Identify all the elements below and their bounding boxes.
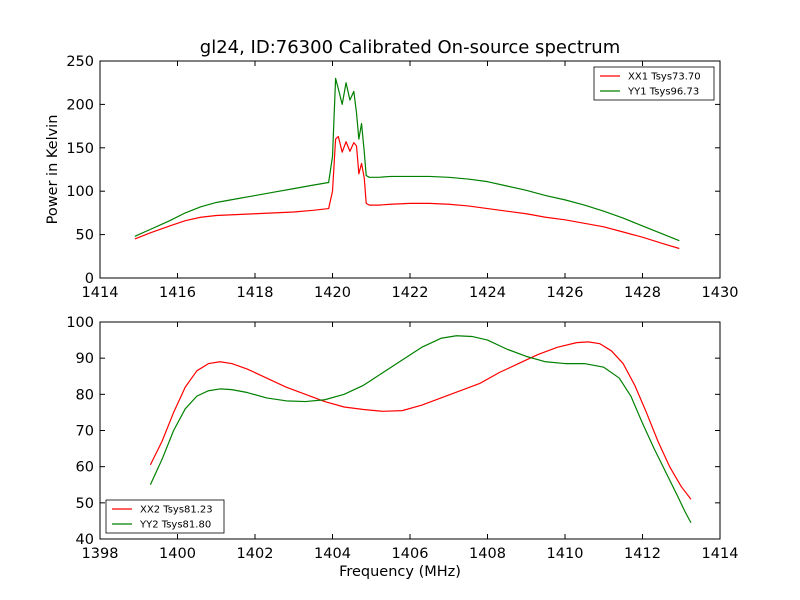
bottom-series-line-1 [149,341,692,500]
top-spectrum-chart: 1414 1416 1418 1420 1422 1424 1426 1428 1430 0 50 1… [45,54,738,301]
bottom-legend-label-1: XX2 Tsys81.23 [140,505,213,516]
bottom-y-tick-label: 50 [76,496,94,512]
bottom-legend-box [105,499,225,534]
top-y-tick-label: 100 [66,184,94,200]
top-y-tick-label: 200 [66,97,94,113]
top-legend-label-2: YY1 Tsys96.73 [627,87,699,98]
bottom-y-tick-label: 60 [76,460,94,476]
bottom-x-tick-label: 1412 [624,546,661,562]
bottom-x-axis-label: Frequency (MHz) [339,564,461,580]
top-y-tick-label: 50 [76,228,94,244]
bottom-x-tick-label: 1402 [237,546,274,562]
top-series-line-1 [134,135,680,250]
top-legend-box [593,66,715,101]
bottom-y-tick-label: 80 [76,387,94,403]
top-series-line-2 [134,77,680,242]
bottom-y-tick-label: 40 [76,532,94,548]
bottom-x-tick-label: 1398 [82,546,119,562]
bottom-x-tick-label: 1406 [392,546,429,562]
top-y-axis-label: Power in Kelvin [45,115,61,225]
top-x-tick-label: 1426 [547,285,584,301]
top-y-tick-label: 150 [66,141,94,157]
top-x-tick-label: 1416 [159,285,196,301]
bottom-series-line-2 [149,335,692,524]
top-x-tick-label: 1424 [469,285,506,301]
bottom-legend-label-2: YY2 Tsys81.80 [139,520,211,531]
top-y-tick-label: 250 [66,54,94,70]
bottom-y-tick-label: 70 [76,424,94,440]
top-x-tick-label: 1422 [392,285,429,301]
top-x-tick-label: 1420 [314,285,351,301]
bottom-x-tick-label: 1404 [314,546,351,562]
bottom-spectrum-chart: 1398 1400 1402 1404 1406 1408 1410 1412 1414 40 50… [66,315,738,580]
figure-title: gl24, ID:76300 Calibrated On-source spec… [200,37,620,58]
top-legend-label-1: XX1 Tsys73.70 [628,72,701,83]
top-x-tick-label: 1418 [237,285,274,301]
top-x-tick-label: 1430 [702,285,739,301]
bottom-x-tick-label: 1414 [702,546,739,562]
bottom-x-tick-label: 1410 [547,546,584,562]
bottom-y-tick-label: 90 [76,351,94,367]
bottom-x-tick-label: 1408 [469,546,506,562]
bottom-y-tick-label: 100 [66,315,94,331]
bottom-x-tick-label: 1400 [159,546,196,562]
top-x-tick-label: 1414 [82,285,119,301]
top-y-tick-label: 0 [85,271,94,287]
top-x-tick-label: 1428 [624,285,661,301]
